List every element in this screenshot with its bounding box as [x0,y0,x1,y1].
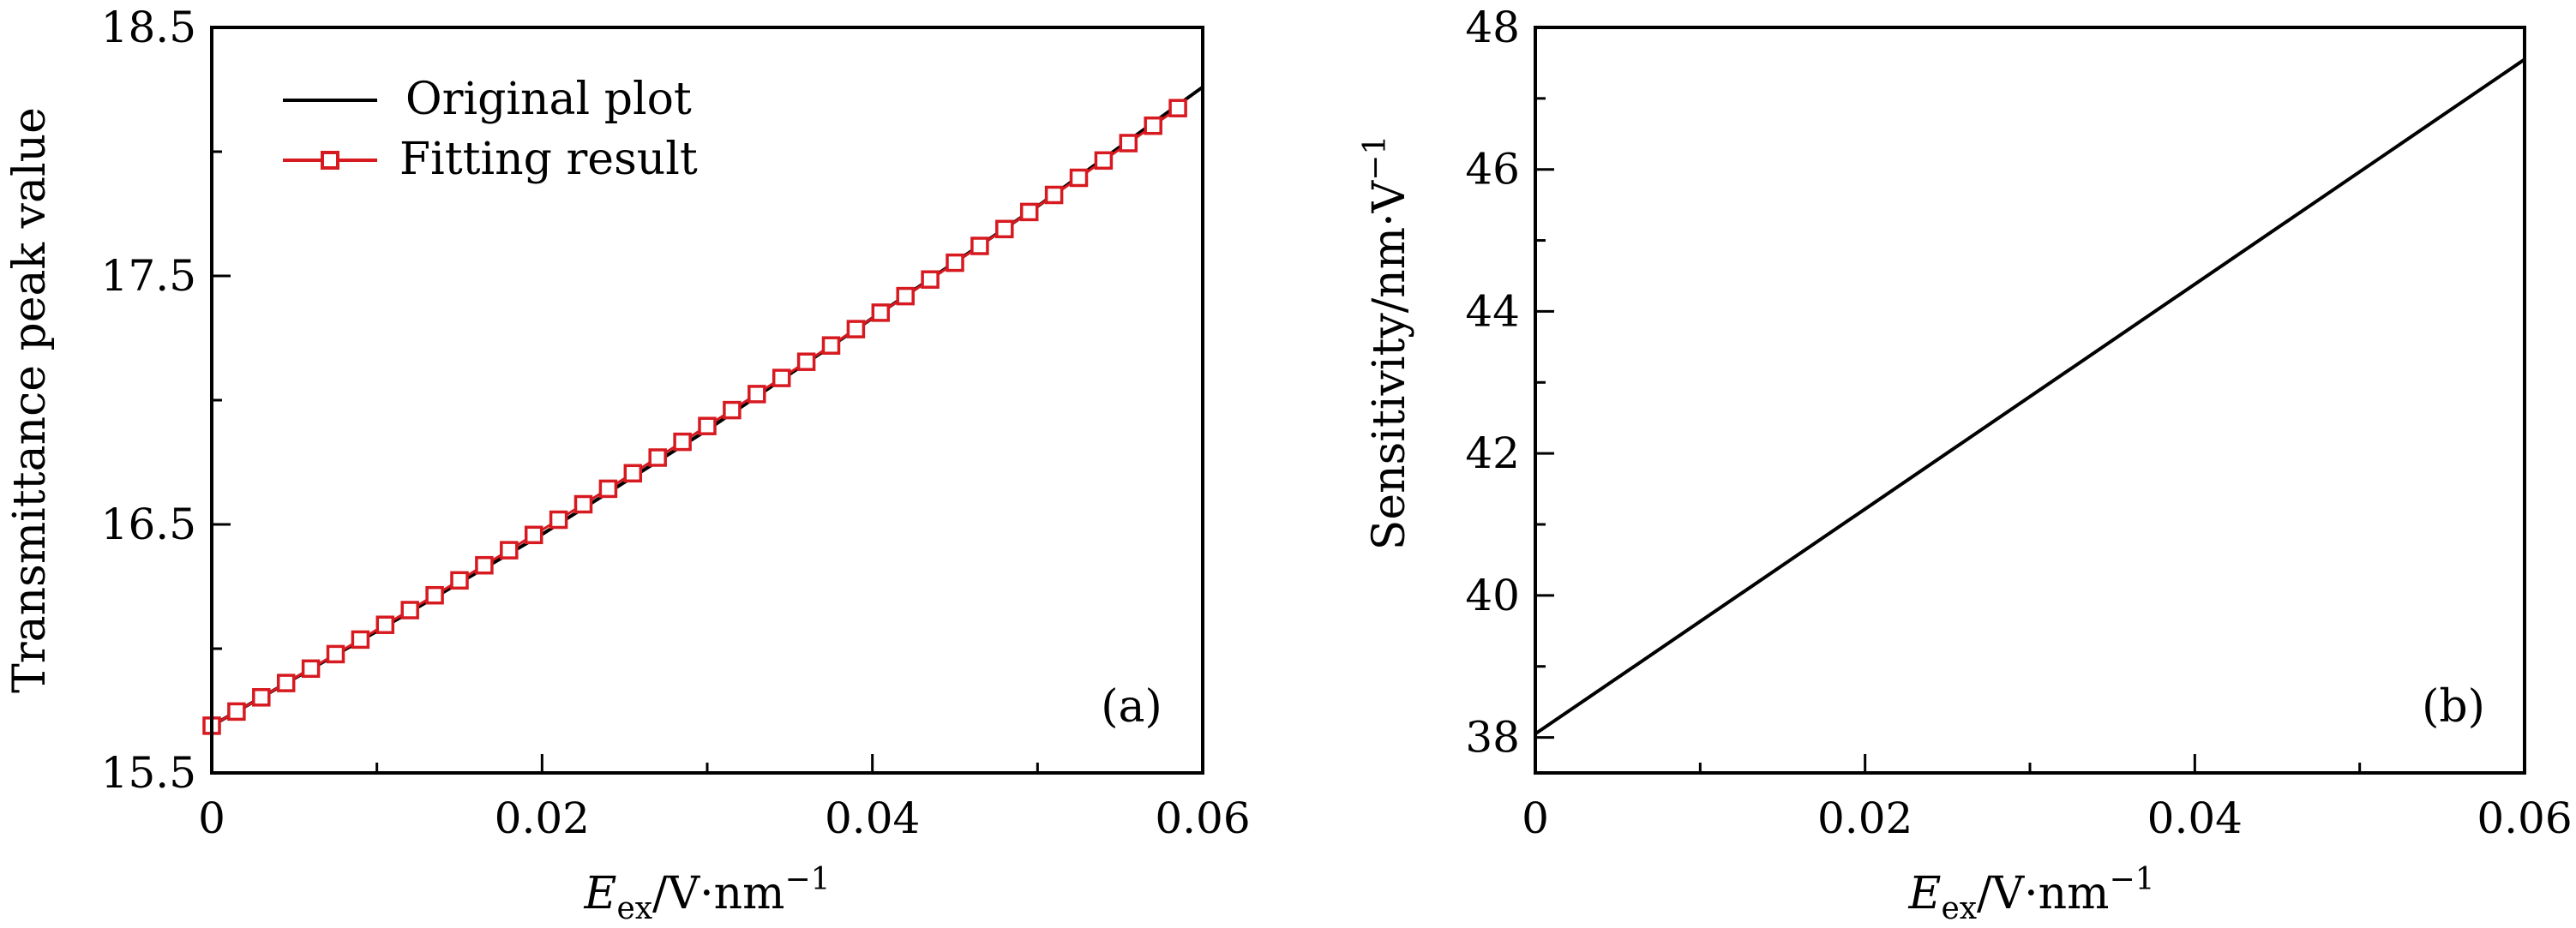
panel-b-y-axis-title-main: Sensitivity/nm·V [1364,179,1415,550]
panel-b-y-tick-label: 46 [1465,145,1520,195]
panel-a-fit-marker [896,286,915,306]
panel-a-frame [210,26,1204,775]
panel-a-fit-marker [995,219,1014,239]
panel-a-fit-marker [796,352,816,371]
panel-a-fit-marker [946,253,964,272]
panel-a-fit-line [211,106,1179,727]
panel-b-x-axis-title-unit: /V·nm [1977,868,2109,919]
panel-b-y-tick-label: 38 [1465,713,1520,763]
panel-a-fit-marker [970,236,989,255]
panel-a-x-tick-label: 0.02 [495,793,590,843]
panel-a-fit-marker [351,630,370,650]
panel-b-x-tick-label: 0.04 [2147,793,2243,843]
panel-a-y-axis-title: Transmittance peak value [4,107,56,693]
panel-a-y-tick-label: 15.5 [101,748,196,798]
panel-b-y-tick-label: 42 [1465,428,1520,478]
panel-a-x-axis-title-symbol: E [583,868,616,919]
panel-b-y-axis-title: Sensitivity/nm·V−1 [1358,135,1415,551]
panel-a-fit-marker [723,400,742,420]
panel-a-fit-marker [623,464,643,483]
panel-b-plot-area [1534,57,2526,736]
panel-a-fit-marker [276,674,296,692]
panel-b-x-axis-title-sub: ex [1941,891,1977,926]
panel-a-x-tick-label: 0 [198,793,225,843]
panel-a-fit-marker [748,385,766,404]
panel-b-series-line [1534,57,2526,736]
panel-b-frame [1534,26,2526,775]
panel-a-fit-marker [846,320,866,338]
panel-a-fit-marker [425,585,444,605]
panel-b-x-tick-label: 0 [1522,793,1549,843]
panel-b-y-tick-label: 40 [1465,571,1520,620]
panel-b-x-tick-label: 0.06 [2477,793,2572,843]
panel-a-fit-marker [921,270,940,289]
panel-a-fit-marker [821,336,841,355]
panel-a-plot-area [202,85,1204,735]
panel-a-fit-marker [375,615,395,634]
panel-a-y-tick-label: 16.5 [101,500,196,549]
panel-a-fit-marker [698,416,717,435]
panel-a-x-axis-title: Eex/V·nm−1 [583,862,830,926]
panel-a-y-tick-label: 18.5 [101,3,196,52]
panel-a-x-tick-label: 0.04 [825,793,920,843]
panel-b-x-tick-label: 0.02 [1817,793,1912,843]
panel-a-fit-marker [648,448,667,467]
panel-a-tag: (a) [1101,681,1162,733]
panel-a-series-line [211,85,1204,727]
panel-a-fit-marker [475,555,494,575]
legend-fitting-marker [321,151,339,170]
panel-a-tick-labels: 0 0.02 0.04 0.06 15.5 16.5 17.5 18.5 [101,3,1251,843]
panel-a-fit-marker [524,525,543,545]
panel-a-fit-marker [1069,168,1089,188]
panel-a-fit-marker [1119,134,1138,153]
panel-a-x-axis-title-sub: ex [616,891,652,926]
panel-a-ticks [210,26,1204,775]
legend-original-label: Original plot [405,74,692,125]
panel-a-y-tick-label: 17.5 [101,251,196,301]
panel-a-fit-marker [1019,202,1039,222]
panel-a-fit-marker [549,510,568,530]
panel-a-fit-marker [400,601,419,620]
panel-a-fit-marker [1044,185,1064,205]
panel-a-fit-marker [252,688,271,707]
panel-a-fit-marker [1094,151,1114,171]
panel-a-fit-marker [301,659,321,679]
panel-a-fit-marker [772,368,791,387]
panel-a-fit-marker [450,571,469,590]
panel-b-tag: (b) [2422,681,2485,733]
panel-a-x-axis-title-unit: /V·nm [652,868,784,919]
panel-b-y-axis-title-sup: −1 [1358,135,1393,181]
panel-a-fit-marker [573,494,593,514]
panel-a-x-tick-label: 0.06 [1155,793,1250,843]
panel-a-fit-marker [673,432,692,452]
panel-a-fit-marker [1168,99,1187,117]
panel-b-y-tick-label: 44 [1465,286,1520,336]
panel-a-fit-marker [500,541,519,560]
panel-a-legend: Original plot Fitting result [283,74,698,185]
panel-a-x-axis-title-sup: −1 [784,862,830,897]
panel-a-fit-marker [326,644,345,664]
panel-a-fit-marker [1144,116,1162,135]
panel-b-y-tick-label: 48 [1465,3,1520,52]
panel-b-ticks [1534,26,2526,773]
panel-a: 0 0.02 0.04 0.06 15.5 16.5 17.5 18.5 Transmitta… [4,3,1251,926]
panel-b: 0 0.02 0.04 0.06 38 40 42 44 46 48 Sensitivity/nm… [1358,3,2573,926]
legend-fitting-label: Fitting result [399,134,698,185]
panel-a-fit-marker [227,702,246,721]
panel-a-fit-marker [598,479,618,499]
panel-b-x-axis-title-sup: −1 [2109,862,2154,897]
panel-a-fit-marker [871,303,891,322]
panel-b-x-axis-title: Eex/V·nm−1 [1907,862,2154,926]
panel-b-tick-labels: 0 0.02 0.04 0.06 38 40 42 44 46 48 [1465,3,2572,843]
panel-b-x-axis-title-symbol: E [1907,868,1941,919]
